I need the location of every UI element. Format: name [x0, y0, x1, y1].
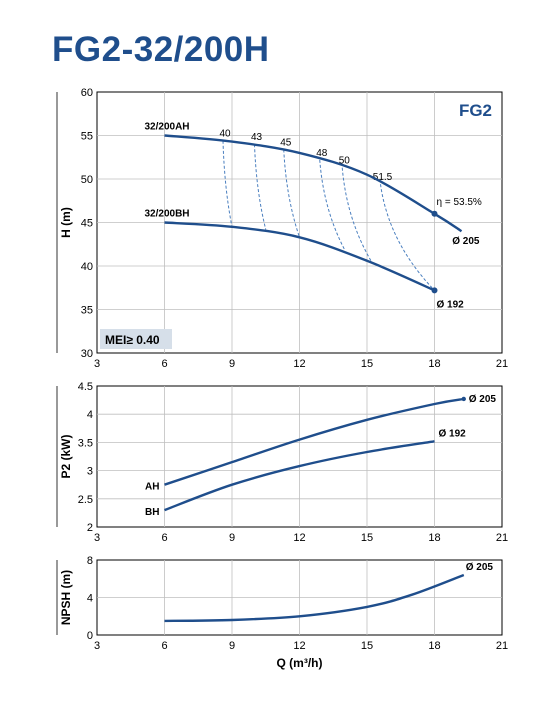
efficiency-label: 50: [339, 156, 351, 167]
efficiency-line: [380, 184, 435, 291]
head-end-label-192: Ø 192: [437, 299, 465, 310]
head-xtick-label: 9: [229, 358, 235, 370]
head-xtick-label: 3: [94, 358, 100, 370]
npsh-xtick-label: 18: [428, 640, 440, 652]
npsh-chart: 3 6 9 12 15 18 21 0 4 8 NPSH (m) Ø 205 Q (m³/h): [56, 555, 508, 670]
efficiency-line: [319, 159, 345, 250]
power-xtick-label: 9: [229, 532, 235, 544]
series-badge: FG2: [459, 101, 492, 120]
power-ytick-label: 2.5: [78, 494, 93, 506]
npsh-end-label-205: Ø 205: [466, 562, 494, 573]
power-y-axis-title: P2 (kW): [59, 434, 73, 478]
power-ytick-label: 3.5: [78, 437, 93, 449]
head-ytick-label: 50: [81, 174, 93, 186]
power-end-label-192: Ø 192: [439, 428, 467, 439]
head-xtick-label: 15: [361, 358, 373, 370]
power-end-label-205: Ø 205: [469, 394, 497, 405]
head-xtick-label: 6: [161, 358, 167, 370]
npsh-ytick-label: 0: [87, 630, 93, 642]
npsh-xtick-label: 15: [361, 640, 373, 652]
npsh-xtick-label: 3: [94, 640, 100, 652]
power-series-line-1: [164, 397, 464, 486]
power-xtick-label: 3: [94, 532, 100, 544]
head-marker-1: [431, 210, 438, 217]
efficiency-line: [341, 167, 372, 262]
head-ytick-label: 30: [81, 348, 93, 360]
efficiency-label: 48: [316, 148, 328, 159]
head-ytick-label: 40: [81, 261, 93, 273]
npsh-ytick-label: 8: [87, 555, 93, 567]
power-series-name-1: AH: [145, 482, 159, 493]
power-ytick-label: 4.5: [78, 381, 93, 393]
head-y-axis-title: H (m): [59, 207, 73, 238]
efficiency-label: 40: [219, 129, 231, 140]
page-title: FG2-32/200H: [52, 30, 270, 69]
power-xtick-label: 12: [293, 532, 305, 544]
npsh-xtick-label: 9: [229, 640, 235, 652]
head-series-name-1: 32/200AH: [145, 122, 190, 133]
mei-label: MEI≥ 0.40: [105, 333, 160, 347]
head-ytick-label: 55: [81, 131, 93, 143]
power-ytick-label: 4: [87, 409, 93, 421]
efficiency-label: 45: [280, 137, 292, 148]
power-series-name-2: BH: [145, 507, 159, 518]
npsh-series-line-1: [164, 573, 465, 623]
power-chart: 3 6 9 12 15 18 21 2 2.5 3 3.5 4 4.5 P2 (kW) AH BH Ø 205 Ø…: [56, 381, 508, 544]
efficiency-label: 43: [251, 132, 263, 143]
npsh-xtick-label: 12: [293, 640, 305, 652]
head-ytick-label: 45: [81, 218, 93, 230]
head-xtick-label: 12: [293, 358, 305, 370]
power-ytick-label: 2: [87, 522, 93, 534]
head-series-line-2: [164, 221, 435, 292]
power-xtick-label: 18: [428, 532, 440, 544]
head-xtick-label: 18: [428, 358, 440, 370]
mei-box: [100, 329, 172, 349]
power-end-marker-205: [461, 396, 466, 402]
head-end-label-205: Ø 205: [452, 236, 480, 247]
efficiency-line: [283, 149, 300, 238]
power-xtick-label: 6: [161, 532, 167, 544]
head-xtick-label: 21: [496, 358, 508, 370]
head-chart: 3 6 9 12 15 18 21 30 35 40 45 50 55 60 H (m) 40 43 45 48 50…: [56, 87, 508, 370]
npsh-xtick-label: 21: [496, 640, 508, 652]
head-ytick-label: 35: [81, 305, 93, 317]
power-xtick-label: 15: [361, 532, 373, 544]
npsh-ytick-label: 4: [87, 593, 93, 605]
head-marker-2: [431, 287, 438, 294]
head-ytick-label: 60: [81, 87, 93, 99]
efficiency-line: [222, 140, 233, 227]
head-series-name-2: 32/200BH: [145, 209, 190, 220]
x-axis-title: Q (m³/h): [277, 656, 323, 670]
power-xtick-label: 21: [496, 532, 508, 544]
efficiency-max-label: η = 53.5%: [437, 197, 482, 208]
power-ytick-label: 3: [87, 466, 93, 478]
power-series-line-2: [164, 440, 435, 512]
efficiency-label: 51.5: [373, 172, 393, 183]
npsh-y-axis-title: NPSH (m): [59, 570, 73, 625]
npsh-xtick-label: 6: [161, 640, 167, 652]
